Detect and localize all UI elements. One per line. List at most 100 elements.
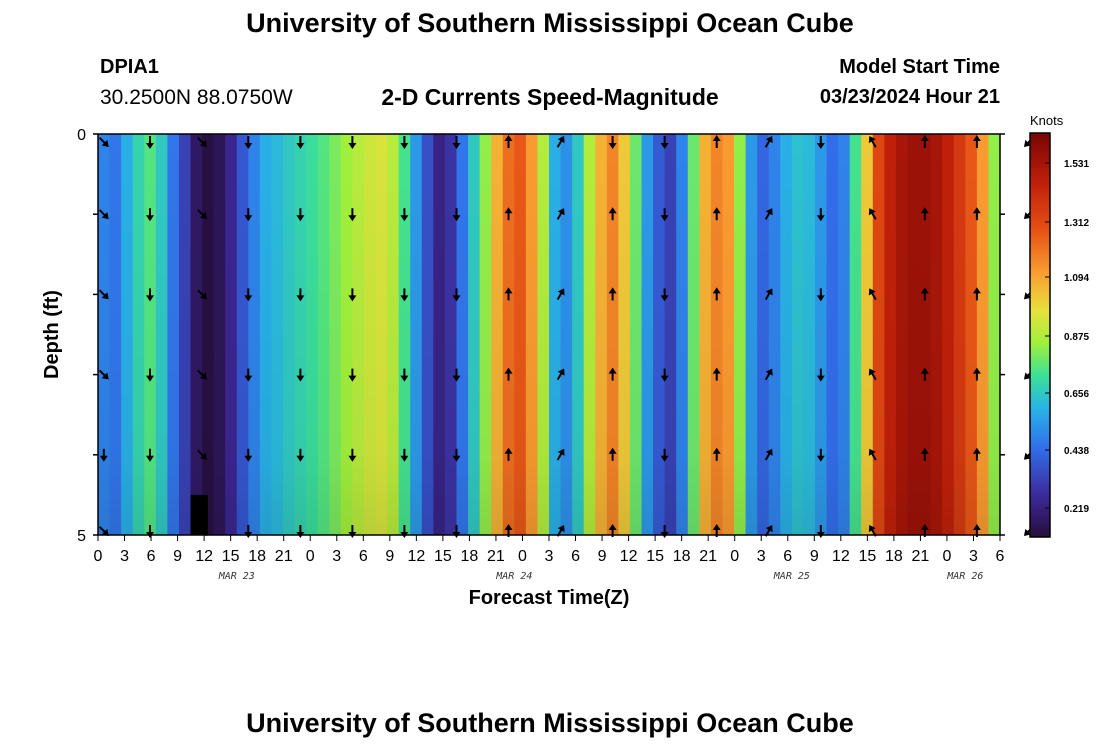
current-arrow	[98, 289, 109, 300]
current-arrow	[400, 368, 409, 382]
current-arrow	[146, 208, 154, 222]
current-arrow	[296, 368, 305, 382]
current-arrow	[608, 136, 617, 149]
current-arrow	[197, 209, 208, 220]
x-tick-label: 0	[306, 548, 315, 565]
current-arrow	[146, 136, 154, 149]
plot-title: 2-D Currents Speed-Magnitude	[381, 84, 719, 110]
current-arrow	[452, 288, 461, 302]
x-axis: 0 3 6 9 12 15 18 21 0 3 6 9 12 15 18 21 0 3 6 9 12 15 18 21 0 3 6 9…	[94, 535, 1005, 582]
current-arrow	[400, 448, 409, 462]
current-arrow	[816, 208, 825, 222]
page-title: University of Southern Mississippi Ocean…	[246, 8, 854, 38]
current-arrow	[972, 367, 981, 381]
colorbar-tick-label: 0.656	[1064, 389, 1089, 400]
model-start-label: Model Start Time	[839, 56, 1000, 78]
x-tick-label: 12	[195, 548, 213, 565]
x-tick-label: 12	[407, 548, 425, 565]
current-arrow	[452, 448, 461, 462]
current-arrow	[296, 288, 305, 302]
current-arrow	[504, 207, 513, 221]
x-tick-label: 21	[487, 548, 505, 565]
x-tick-label: 18	[885, 548, 903, 565]
date-label: MAR 23	[218, 571, 255, 582]
x-tick-label: 18	[248, 548, 266, 565]
current-arrow	[348, 208, 357, 222]
x-tick-label: 15	[646, 548, 664, 565]
current-arrow	[296, 448, 305, 462]
current-arrow	[764, 368, 773, 381]
current-arrow	[146, 288, 154, 302]
current-arrow	[244, 208, 253, 222]
current-arrow	[348, 368, 357, 382]
current-arrow	[764, 208, 773, 220]
heatmap-low-patch	[190, 494, 208, 535]
current-arrow	[400, 288, 409, 302]
colorbar-tick-label: 1.531	[1064, 159, 1089, 170]
current-arrow	[400, 136, 409, 149]
x-tick-label: 15	[222, 548, 240, 565]
heatmap-cells	[98, 134, 1001, 535]
current-arrow	[660, 448, 669, 462]
current-arrow	[197, 289, 208, 300]
current-arrow	[348, 288, 357, 302]
current-arrow	[608, 207, 617, 221]
colorbar: 1.531 1.312 1.094 0.875 0.656 0.438 0.219	[1029, 132, 1089, 538]
current-arrow	[504, 367, 513, 381]
current-arrow	[556, 288, 565, 301]
current-arrow	[764, 448, 773, 461]
x-tick-label: 12	[620, 548, 638, 565]
y-tick-label: 0	[77, 127, 86, 144]
current-arrow	[920, 207, 929, 221]
current-arrow	[296, 208, 305, 222]
y-axis-label: Depth (ft)	[41, 290, 63, 379]
current-arrow	[920, 447, 929, 461]
x-tick-label: 3	[969, 548, 978, 565]
current-arrow	[244, 288, 253, 302]
current-arrow	[556, 448, 565, 461]
current-arrow	[660, 208, 669, 222]
current-arrow	[98, 137, 109, 147]
depth-shading	[98, 134, 1000, 535]
current-arrow	[712, 447, 721, 461]
current-arrow	[348, 448, 357, 462]
x-tick-label: 0	[942, 548, 951, 565]
date-label: MAR 25	[773, 571, 810, 582]
current-arrow	[868, 208, 877, 220]
current-vectors	[98, 135, 1034, 538]
current-arrow	[98, 209, 109, 220]
current-arrow	[920, 287, 929, 301]
current-arrow	[660, 368, 669, 382]
colorbar-unit-label: Knots	[1030, 113, 1064, 128]
x-tick-label: 3	[545, 548, 554, 565]
current-arrow	[868, 368, 877, 381]
current-arrow	[99, 448, 108, 462]
x-tick-label: 6	[147, 548, 156, 565]
current-arrow	[296, 136, 305, 149]
x-tick-label: 6	[783, 548, 792, 565]
current-arrow	[972, 287, 981, 301]
current-arrow	[920, 367, 929, 381]
x-axis-label: Forecast Time(Z)	[469, 587, 630, 609]
x-tick-label: 15	[434, 548, 452, 565]
date-label: MAR 24	[495, 571, 532, 582]
x-tick-label: 21	[912, 548, 930, 565]
current-arrow	[98, 526, 109, 536]
colorbar-tick-label: 0.438	[1064, 446, 1089, 457]
current-arrow	[146, 448, 154, 462]
x-tick-label: 0	[518, 548, 527, 565]
x-tick-label: 9	[598, 548, 607, 565]
x-tick-label: 3	[332, 548, 341, 565]
y-axis: 05	[77, 127, 1005, 545]
colorbar-tick-label: 0.875	[1064, 332, 1089, 343]
current-arrow	[712, 367, 721, 381]
current-arrow	[868, 448, 877, 461]
colorbar-tick-label: 1.312	[1064, 218, 1089, 229]
current-arrow	[244, 448, 253, 462]
current-arrow	[868, 288, 877, 301]
current-arrow	[452, 368, 461, 382]
current-arrow	[504, 287, 513, 301]
current-arrow	[452, 208, 461, 222]
current-arrow	[197, 369, 208, 380]
